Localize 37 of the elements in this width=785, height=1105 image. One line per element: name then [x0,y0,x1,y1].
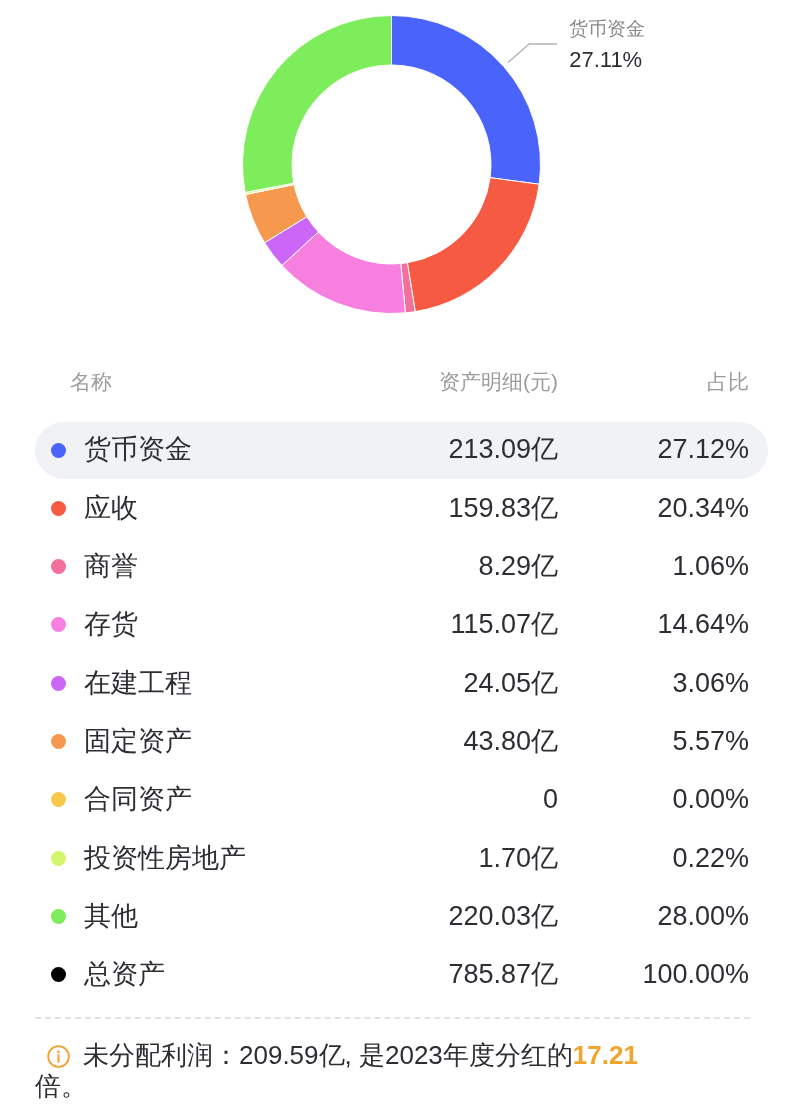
text: 0.00% [672,784,749,815]
legend-label: 在建工程 [84,667,192,699]
legend-label: 投资性房地产 [84,842,246,874]
slice-label: 货币资金 [569,18,646,40]
legend-label: 货币资金 [84,434,192,466]
text: 总资产 [84,959,165,991]
data-label: 1.70亿 [478,842,558,874]
legend-label: 应收 [84,492,138,524]
text: 27.12% [657,434,749,465]
text: 3.06% [672,667,749,698]
data-label: 8.29亿 [478,551,558,583]
text: 倍。 [35,1071,87,1102]
data-label: 24.05亿 [463,667,558,699]
text: 资产明细(元) [439,369,558,395]
text: 0 [542,784,558,815]
text: 5.57% [672,725,749,756]
legend-label: 其他 [84,900,138,932]
text: 17.21 [572,1040,638,1071]
legend-label: 存货 [84,609,138,641]
legend-label: 商誉 [84,551,138,583]
text: 1.06% [672,551,749,582]
text: 28.00% [657,900,749,931]
text: 27.11% [569,47,643,73]
data-label: 220.03亿 [448,900,558,932]
legend-title: 名称 [70,369,112,395]
legend-label: 合同资产 [84,784,192,816]
data-label: 213.09亿 [448,434,558,466]
text: 占比 [707,369,749,395]
text: 14.64% [657,609,749,640]
data-label: 159.83亿 [448,492,558,524]
text: 785.87亿 [448,959,558,991]
data-label: 43.80亿 [463,725,558,758]
text: 20.34% [657,492,749,523]
legend-label: 固定资产 [84,725,192,758]
text: 0.22% [672,842,749,873]
data-label: 115.07亿 [450,609,558,641]
text: 100.00% [642,959,749,991]
